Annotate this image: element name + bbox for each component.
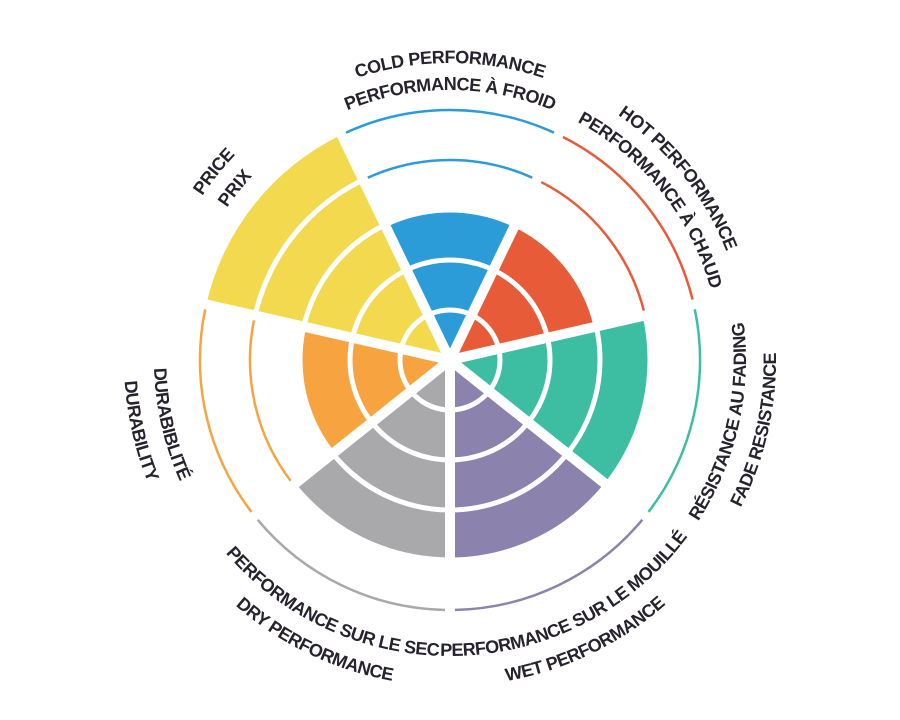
spoke-0: [331, 121, 455, 363]
wedge-price: [206, 134, 450, 360]
label-text-cold-performance-fr: PERFORMANCE À FROID: [341, 74, 559, 114]
wedge-cold-performance: [384, 209, 516, 360]
ring-outline-arcs-layer: [198, 108, 702, 612]
spoke-5: [242, 356, 454, 528]
label-text-dry-performance-fr: PERFORMANCE SUR LE SEC: [223, 542, 441, 659]
spokes-layer: [193, 121, 707, 622]
ring-outline-hot-performance-5: [560, 135, 695, 302]
wedge-wet-performance: [450, 360, 607, 560]
ring-outline-durability-5: [198, 306, 254, 515]
spoke-3: [446, 356, 658, 528]
label-dry-performance-fr: PERFORMANCE SUR LE SEC: [223, 542, 441, 659]
ring-outline-durability-4: [248, 317, 293, 484]
ring-outline-hot-performance-4: [538, 179, 646, 314]
ring-outline-cold-performance-5: [343, 108, 557, 135]
label-hot-performance-en: HOT PERFORMANCE: [615, 102, 741, 253]
ring-outline-dry-performance-5: [255, 517, 448, 612]
ring-outline-wet-performance-5: [452, 517, 645, 612]
spoke-2: [448, 296, 707, 365]
wedge-durability: [300, 326, 450, 454]
spoke-1: [445, 121, 569, 363]
spoke-6: [193, 296, 452, 365]
ring-outline-cold-performance-4: [364, 158, 536, 180]
wedge-dry-performance: [293, 360, 450, 560]
ring-outline-fade-resistance-5: [646, 306, 702, 515]
label-text-hot-performance-en: HOT PERFORMANCE: [615, 102, 741, 253]
label-cold-performance-fr: PERFORMANCE À FROID: [341, 74, 559, 114]
